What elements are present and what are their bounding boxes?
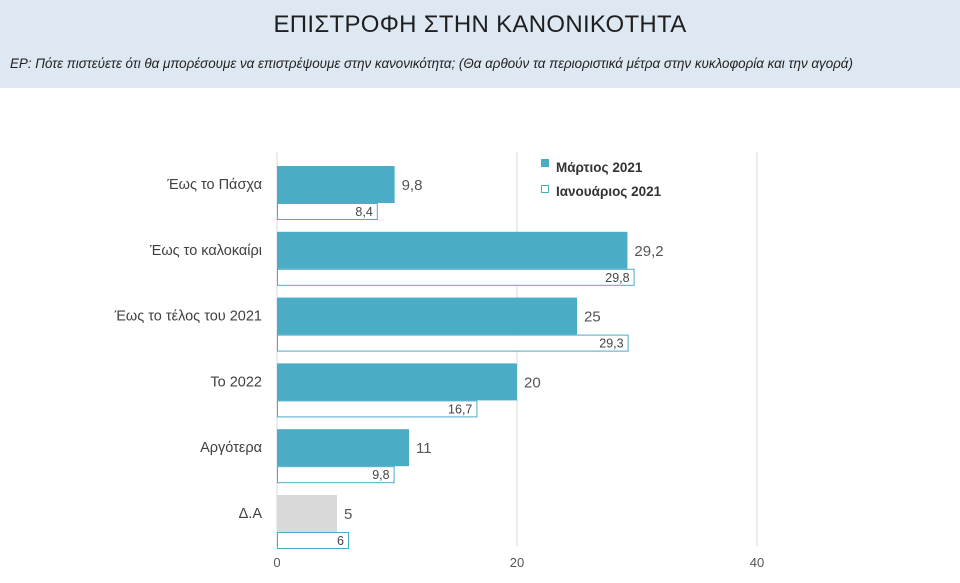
bar-march-2021 [277,166,395,203]
legend-label-january-2021: Ιανουάριος 2021 [556,184,662,199]
category-label: Έως το Πάσχα [166,177,262,193]
data-label-january-2021: 16,7 [448,402,472,416]
bar-january-2021 [277,268,635,286]
data-label-march-2021: 20 [524,374,541,391]
bar-march-2021 [277,231,628,269]
bar-march-2021 [277,495,337,532]
data-label-march-2021: 25 [584,309,601,326]
bar-january-2021 [277,532,349,549]
bar-january-2021 [277,334,629,352]
legend-label-march-2021: Μάρτιος 2021 [556,160,643,175]
data-label-january-2021: 8,4 [355,205,372,219]
data-label-march-2021: 9,8 [402,177,423,194]
data-label-january-2021: 9,8 [372,468,389,482]
legend-swatch-march-2021 [541,159,549,167]
bar-january-2021 [277,203,378,220]
category-label: Το 2022 [210,374,262,390]
category-label: Έως το τέλος του 2021 [114,309,262,325]
data-label-january-2021: 29,3 [599,337,623,351]
survey-question: ΕΡ: Πότε πιστεύετε ότι θα μπορέσουμε να … [10,56,853,71]
page-title: ΕΠΙΣΤΡΟΦΗ ΣΤΗΝ ΚΑΝΟΝΙΚΟΤΗΤΑ [273,11,687,38]
bar-march-2021 [277,429,409,467]
header-banner: ΕΠΙΣΤΡΟΦΗ ΣΤΗΝ ΚΑΝΟΝΙΚΟΤΗΤΑ ΕΡ: Πότε πισ… [0,0,960,88]
x-tick-label: 0 [273,555,280,570]
data-label-january-2021: 29,8 [605,271,629,285]
data-label-january-2021: 6 [337,534,344,548]
bar-march-2021 [277,297,577,335]
x-tick-label: 40 [750,555,764,570]
category-label: Δ.Α [239,506,263,522]
data-label-march-2021: 29,2 [634,243,663,260]
bar-january-2021 [277,466,395,484]
data-label-march-2021: 5 [344,506,352,523]
x-tick-label: 20 [510,555,524,570]
bar-january-2021 [277,400,478,418]
bar-march-2021 [277,363,517,401]
data-label-march-2021: 11 [416,440,432,457]
category-label: Έως το καλοκαίρι [149,243,262,259]
legend-swatch-january-2021 [541,185,549,193]
category-label: Αργότερα [200,440,262,456]
